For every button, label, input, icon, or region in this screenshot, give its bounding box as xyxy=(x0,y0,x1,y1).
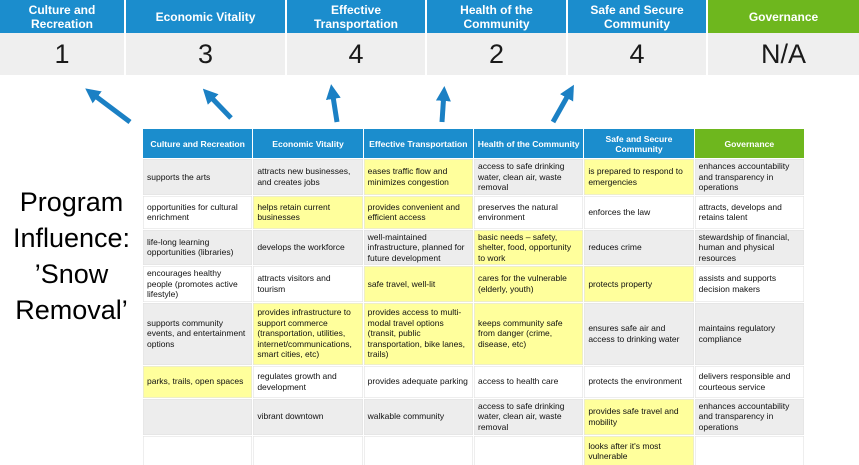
score-cell: 1 xyxy=(0,33,126,75)
matrix-table: Culture and Recreation Economic Vitality E… xyxy=(141,128,805,465)
program-label-line: ’Snow xyxy=(34,259,109,289)
arrow-transportation xyxy=(325,84,341,123)
matrix-row: supports community events, and entertain… xyxy=(141,301,805,366)
matrix-row: opportunities for cultural enrichment hel… xyxy=(141,194,805,230)
matrix-body: supports the arts attracts new businesses… xyxy=(141,158,805,465)
matrix-cell xyxy=(693,434,805,465)
matrix-cell: attracts, develops and retains talent xyxy=(693,194,805,230)
matrix-cell-highlighted: parks, trails, open spaces xyxy=(141,364,254,399)
matrix-cell: attracts new businesses, and creates job… xyxy=(252,158,364,196)
banner-cell: Economic Vitality xyxy=(126,0,287,33)
matrix-header-cell: Safe and Secure Community xyxy=(583,128,695,159)
matrix-cell xyxy=(472,434,585,465)
matrix-cell: walkable community xyxy=(362,397,474,436)
matrix-cell: ensures safe air and access to drinking … xyxy=(583,301,695,366)
matrix-cell: supports the arts xyxy=(141,158,254,196)
program-label-line: Removal’ xyxy=(15,295,128,325)
matrix-row: life-long learning opportunities (librar… xyxy=(141,228,805,266)
matrix-header-cell: Culture and Recreation xyxy=(141,128,254,159)
matrix-cell-highlighted: protects property xyxy=(583,265,695,303)
matrix-cell: enhances accountability and transparency… xyxy=(693,397,805,436)
score-cell: 3 xyxy=(126,33,287,75)
matrix-cell: opportunities for cultural enrichment xyxy=(141,194,254,230)
banner-cell: Health of the Community xyxy=(427,0,568,33)
program-label-line: Program xyxy=(19,187,124,217)
matrix-cell: access to safe drinking water, clean air… xyxy=(472,158,585,196)
matrix-cell: reduces crime xyxy=(583,228,695,266)
score-cell: 4 xyxy=(568,33,708,75)
matrix-cell-highlighted: is prepared to respond to emergencies xyxy=(583,158,695,196)
matrix-cell-highlighted: cares for the vulnerable (elderly, youth… xyxy=(472,265,585,303)
arrow-culture xyxy=(85,88,132,124)
matrix-row: parks, trails, open spaces regulates grow… xyxy=(141,364,805,399)
matrix-cell-highlighted: provides infrastructure to support comme… xyxy=(252,301,364,366)
score-cell: 4 xyxy=(287,33,427,75)
matrix-cell xyxy=(141,397,254,436)
matrix-row: supports the arts attracts new businesses… xyxy=(141,158,805,196)
matrix-header-row: Culture and Recreation Economic Vitality E… xyxy=(141,128,805,159)
program-influence-label: Program Influence: ’Snow Removal’ xyxy=(0,184,143,328)
influence-arrows xyxy=(85,84,574,124)
matrix-cell: protects the environment xyxy=(583,364,695,399)
matrix-cell xyxy=(141,434,254,465)
matrix-cell: stewardship of financial, human and phys… xyxy=(693,228,805,266)
arrow-economic xyxy=(202,88,233,120)
matrix-cell-highlighted: provides safe travel and mobility xyxy=(583,397,695,436)
matrix-cell: well-maintained infrastructure, planned … xyxy=(362,228,474,266)
score-cell: N/A xyxy=(708,33,859,75)
matrix-cell xyxy=(362,434,474,465)
matrix-cell: regulates growth and development xyxy=(252,364,364,399)
matrix-cell xyxy=(252,434,364,465)
banner-row: Culture and Recreation Economic Vitality E… xyxy=(0,0,859,33)
matrix-row: vibrant downtown walkable community access… xyxy=(141,397,805,436)
program-label-line: Influence: xyxy=(12,223,131,253)
score-cell: 2 xyxy=(427,33,568,75)
matrix-cell: vibrant downtown xyxy=(252,397,364,436)
matrix-cell: assists and supports decision makers xyxy=(693,265,805,303)
matrix-cell: maintains regulatory compliance xyxy=(693,301,805,366)
matrix-header-cell: Health of the Community xyxy=(472,128,585,159)
matrix-cell: preserves the natural environment xyxy=(472,194,585,230)
matrix-row: looks after it's most vulnerable xyxy=(141,434,805,465)
matrix-cell: attracts visitors and tourism xyxy=(252,265,364,303)
matrix-cell: supports community events, and entertain… xyxy=(141,301,254,366)
matrix-cell-highlighted: basic needs – safety, shelter, food, opp… xyxy=(472,228,585,266)
matrix-cell-highlighted: keeps community safe from danger (crime,… xyxy=(472,301,585,366)
matrix-cell: delivers responsible and courteous servi… xyxy=(693,364,805,399)
matrix-row: encourages healthy people (promotes acti… xyxy=(141,265,805,303)
matrix-cell: enforces the law xyxy=(583,194,695,230)
influence-matrix: Culture and Recreation Economic Vitality E… xyxy=(141,128,805,465)
matrix-cell: provides adequate parking xyxy=(362,364,474,399)
matrix-cell-highlighted: safe travel, well-lit xyxy=(362,265,474,303)
matrix-header-cell: Effective Transportation xyxy=(362,128,474,159)
matrix-cell: access to health care xyxy=(472,364,585,399)
banner-cell: Effective Transportation xyxy=(287,0,427,33)
matrix-cell-highlighted: provides access to multi-modal travel op… xyxy=(362,301,474,366)
matrix-cell-highlighted: provides convenient and efficient access xyxy=(362,194,474,230)
matrix-cell: enhances accountability and transparency… xyxy=(693,158,805,196)
matrix-cell-highlighted: eases traffic flow and minimizes congest… xyxy=(362,158,474,196)
matrix-cell: access to safe drinking water, clean air… xyxy=(472,397,585,436)
score-row: 1 3 4 2 4 N/A xyxy=(0,33,859,75)
matrix-cell-highlighted: looks after it's most vulnerable xyxy=(583,434,695,465)
matrix-header-cell: Governance xyxy=(693,128,805,159)
banner-cell: Governance xyxy=(708,0,859,33)
banner-cell: Culture and Recreation xyxy=(0,0,126,33)
matrix-cell: life-long learning opportunities (librar… xyxy=(141,228,254,266)
matrix-cell: encourages healthy people (promotes acti… xyxy=(141,265,254,303)
arrow-safe xyxy=(550,84,574,124)
arrow-health xyxy=(435,86,451,123)
matrix-cell-highlighted: helps retain current businesses xyxy=(252,194,364,230)
banner-cell: Safe and Secure Community xyxy=(568,0,708,33)
matrix-header-cell: Economic Vitality xyxy=(252,128,364,159)
matrix-cell: develops the workforce xyxy=(252,228,364,266)
